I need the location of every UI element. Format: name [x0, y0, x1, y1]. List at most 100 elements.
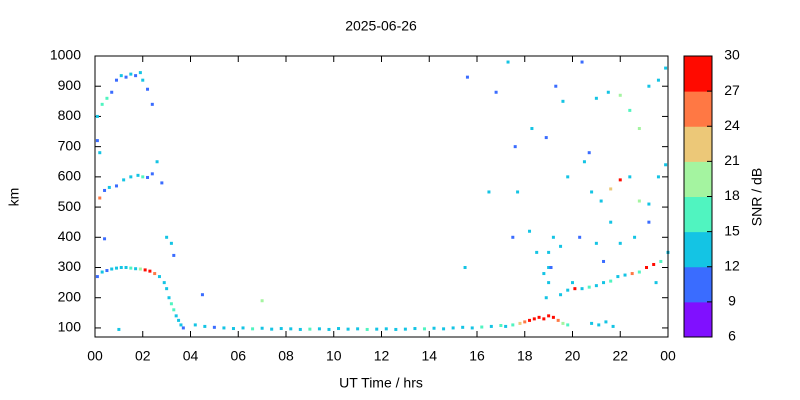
echo-point	[647, 220, 651, 224]
echo-point	[107, 185, 111, 189]
x-tick-label: 00	[87, 348, 103, 364]
y-tick-label: 600	[58, 168, 82, 184]
echo-point	[547, 281, 551, 285]
echo-point	[251, 327, 255, 331]
colorbar-tick-label: 15	[724, 222, 740, 238]
echo-point	[587, 151, 591, 155]
echo-point	[134, 267, 138, 271]
echo-point	[566, 175, 570, 179]
echo-point	[129, 175, 133, 179]
echo-point	[637, 127, 641, 131]
echo-point	[222, 326, 226, 330]
echo-point	[279, 327, 283, 331]
echo-point	[114, 184, 118, 188]
echo-point	[241, 326, 245, 330]
colorbar-tick-label: 6	[728, 328, 736, 344]
echo-point	[157, 275, 161, 279]
echo-point	[582, 160, 586, 164]
echo-point	[551, 315, 555, 319]
echo-point	[551, 235, 555, 239]
echo-point	[597, 323, 601, 327]
colorbar-band	[684, 91, 712, 127]
echo-point	[114, 266, 118, 270]
y-tick-label: 200	[58, 288, 82, 304]
echo-point	[394, 327, 398, 331]
echo-point	[494, 90, 498, 94]
echo-point	[141, 78, 145, 82]
echo-point	[535, 250, 539, 254]
echo-point	[506, 60, 510, 64]
echo-point	[630, 272, 634, 276]
echo-point	[594, 241, 598, 245]
echo-point	[461, 325, 465, 329]
echo-point	[544, 296, 548, 300]
echo-point	[105, 96, 109, 100]
colorbar-tick-label: 21	[724, 152, 740, 168]
echo-point	[165, 235, 169, 239]
echo-point	[489, 324, 493, 328]
x-tick-label: 18	[517, 348, 533, 364]
colorbar-tick-label: 24	[724, 117, 740, 133]
echo-point	[470, 326, 474, 330]
echo-point	[203, 324, 207, 328]
echo-point	[523, 320, 527, 324]
echo-point	[542, 272, 546, 276]
echo-point	[518, 321, 522, 325]
x-tick-label: 02	[135, 348, 151, 364]
echo-point	[403, 327, 407, 331]
echo-point	[628, 108, 632, 112]
echo-point	[571, 281, 574, 285]
echo-point	[654, 281, 658, 285]
echo-point	[611, 324, 615, 328]
echo-point	[160, 181, 164, 185]
y-tick-label: 900	[58, 77, 82, 93]
y-tick-label: 700	[58, 137, 82, 153]
echo-point	[110, 267, 114, 271]
echo-point	[530, 127, 534, 131]
colorbar-tick-label: 9	[728, 293, 736, 309]
echo-point	[516, 190, 520, 194]
echo-point	[609, 279, 613, 283]
echo-point	[308, 327, 312, 331]
echo-point	[647, 202, 651, 206]
colorbar-band	[684, 56, 712, 92]
y-tick-label: 100	[58, 319, 82, 335]
colorbar-band	[684, 301, 712, 338]
colorbar-band	[684, 196, 712, 233]
x-tick-label: 12	[374, 348, 390, 364]
y-tick-label: 400	[58, 228, 82, 244]
echo-point	[181, 326, 185, 330]
echo-point	[547, 250, 551, 254]
echo-point	[141, 175, 145, 179]
echo-point	[618, 93, 622, 97]
echo-point	[356, 327, 360, 331]
echo-point	[528, 229, 532, 233]
echo-point	[365, 327, 369, 331]
echo-point	[165, 287, 169, 291]
echo-point	[179, 323, 183, 327]
x-tick-label: 08	[278, 348, 294, 364]
echo-point	[606, 90, 610, 94]
echo-point	[590, 321, 594, 325]
echo-point	[172, 308, 176, 312]
echo-point	[594, 96, 598, 100]
echo-point	[124, 75, 128, 79]
echo-point	[148, 269, 152, 273]
colorbar-band	[684, 126, 712, 162]
echo-point	[637, 270, 641, 274]
echo-point	[556, 318, 560, 322]
echo-point	[231, 327, 235, 331]
plot-border	[94, 55, 669, 338]
echo-point	[559, 293, 563, 297]
echo-point	[136, 173, 140, 177]
echo-point	[129, 72, 133, 76]
echo-point	[289, 327, 293, 331]
colorbar-band	[684, 231, 712, 268]
echo-point	[547, 314, 551, 318]
colorbar-band	[684, 161, 712, 197]
x-tick-label: 16	[469, 348, 485, 364]
echo-point	[659, 259, 663, 263]
echo-point	[119, 266, 123, 270]
echo-point	[317, 327, 321, 331]
echo-point	[327, 327, 331, 331]
